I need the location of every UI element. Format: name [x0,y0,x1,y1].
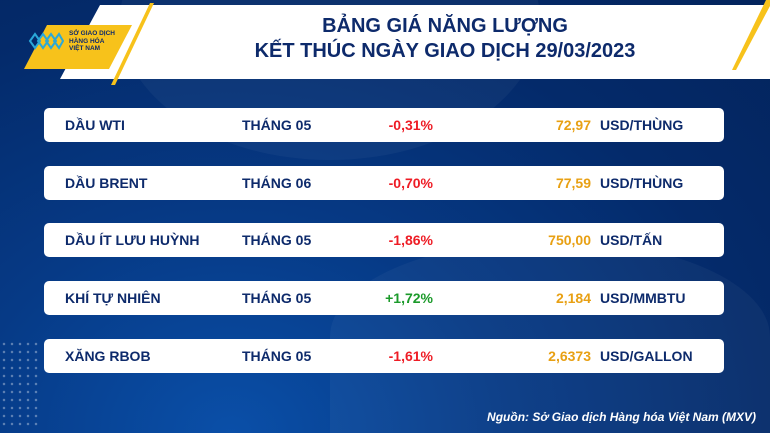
dot-pattern [0,340,40,430]
change-percent: -0,70% [388,175,433,191]
contract-month: THÁNG 05 [242,117,312,133]
page-title: BẢNG GIÁ NĂNG LƯỢNG KẾT THÚC NGÀY GIAO D… [150,14,740,64]
mxv-logo-icon [28,32,64,51]
logo-text: SỞ GIAO DỊCH HÀNG HÓA VIỆT NAM [69,30,115,52]
decor-stripe [111,3,154,85]
price-value: 2,184 [555,290,591,306]
commodity-name: KHÍ TỰ NHIÊN [65,290,161,306]
price-row: XĂNG RBOB THÁNG 05 -1,61% 2,6373 USD/GALLON [44,339,724,373]
contract-month: THÁNG 05 [242,232,312,248]
contract-month: THÁNG 06 [242,175,312,191]
price-row: DẦU BRENT THÁNG 06 -0,70% 77,59 USD/THÙNG [44,166,724,200]
price-value: 77,59 [555,175,591,191]
price-row: KHÍ TỰ NHIÊN THÁNG 05 +1,72% 2,184 USD/MMBTU [44,281,724,315]
title-line-1: BẢNG GIÁ NĂNG LƯỢNG [322,15,568,37]
commodity-name: DẦU ÍT LƯU HUỲNH [65,232,200,248]
change-percent: -1,61% [388,348,433,364]
title-line-2: KẾT THÚC NGÀY GIAO DỊCH 29/03/2023 [254,40,636,62]
price-unit: USD/GALLON [600,348,693,364]
price-row: DẦU WTI THÁNG 05 -0,31% 72,97 USD/THÙNG [44,108,724,142]
logo-background [24,25,132,69]
commodity-name: XĂNG RBOB [65,348,151,364]
price-unit: USD/THÙNG [600,117,684,133]
price-unit: USD/THÙNG [600,175,684,191]
price-value: 72,97 [555,117,591,133]
decor-stripe [732,0,770,70]
commodity-name: DẦU WTI [65,117,125,133]
change-percent: -0,31% [388,117,433,133]
source-note: Nguồn: Sở Giao dịch Hàng hóa Việt Nam (M… [487,410,756,424]
contract-month: THÁNG 05 [242,290,312,306]
price-value: 750,00 [548,232,591,248]
price-unit: USD/TẤN [600,232,663,248]
change-percent: +1,72% [385,290,433,306]
header-banner [60,5,770,79]
commodity-name: DẦU BRENT [65,175,148,191]
header-decoration [24,0,770,85]
contract-month: THÁNG 05 [242,348,312,364]
price-row: DẦU ÍT LƯU HUỲNH THÁNG 05 -1,86% 750,00 USD/… [44,223,724,257]
logo: SỞ GIAO DỊCH HÀNG HÓA VIỆT NAM [28,30,115,53]
price-unit: USD/MMBTU [600,290,686,306]
change-percent: -1,86% [388,232,433,248]
price-value: 2,6373 [548,348,591,364]
background-shape [330,240,770,433]
